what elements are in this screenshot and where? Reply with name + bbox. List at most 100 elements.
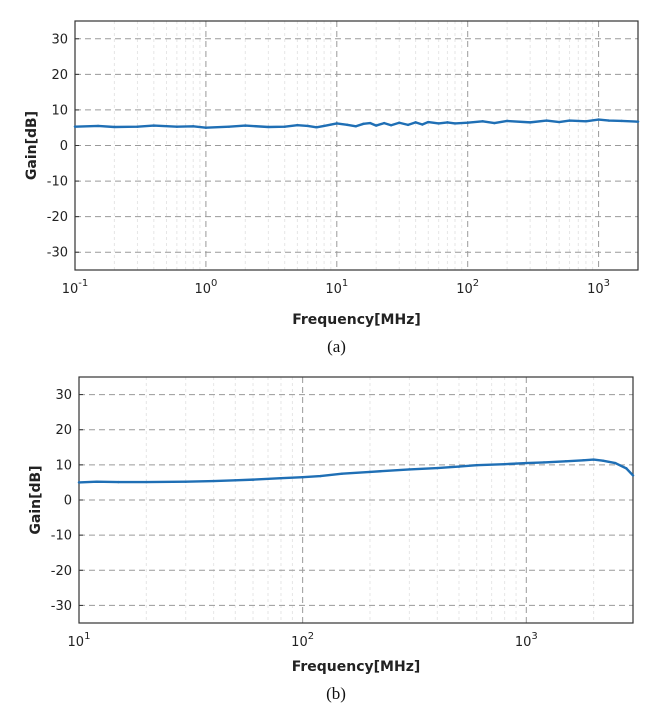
y-axis-label: Gain[dB] bbox=[24, 111, 40, 180]
y-tick-label: 20 bbox=[55, 423, 72, 438]
major-gridlines bbox=[78, 377, 633, 623]
data-point bbox=[283, 125, 286, 128]
y-tick-label: -20 bbox=[47, 210, 68, 225]
data-point bbox=[446, 121, 449, 124]
data-point bbox=[636, 120, 640, 123]
x-tick-exponent: 0 bbox=[211, 278, 217, 289]
y-tick-label: -10 bbox=[51, 529, 72, 544]
y-tick-label: -20 bbox=[51, 564, 72, 579]
data-point bbox=[406, 123, 410, 127]
y-tick-label: -10 bbox=[47, 175, 68, 190]
x-tick-base: 10 bbox=[291, 635, 308, 650]
x-axis-label: Frequency[MHz] bbox=[292, 659, 421, 675]
data-point bbox=[614, 461, 617, 465]
x-tick-label: 101 bbox=[325, 278, 348, 297]
data-point bbox=[244, 124, 247, 127]
gain-series-line bbox=[77, 458, 635, 484]
chart-panel-a: 10-1 100 101 102 103-30-20-100102030Frequenc… bbox=[24, 20, 640, 356]
y-tick-label: 0 bbox=[60, 139, 68, 154]
x-tick-exponent: 2 bbox=[473, 278, 479, 289]
data-point bbox=[582, 459, 585, 462]
data-point bbox=[481, 120, 484, 123]
data-point bbox=[457, 465, 461, 468]
plot-frame bbox=[78, 376, 634, 624]
data-point bbox=[568, 119, 571, 122]
x-tick-exponent: 2 bbox=[308, 631, 314, 642]
data-point bbox=[466, 121, 469, 124]
y-tick-label: -30 bbox=[47, 246, 68, 261]
x-tick-exponent: -1 bbox=[78, 278, 88, 289]
panel-caption: (b) bbox=[326, 684, 346, 703]
data-point bbox=[592, 458, 595, 461]
data-point bbox=[335, 122, 338, 125]
data-point bbox=[354, 125, 358, 128]
data-point bbox=[475, 464, 478, 467]
data-point bbox=[375, 124, 378, 127]
data-point bbox=[117, 480, 120, 484]
data-point bbox=[398, 121, 401, 124]
data-point bbox=[631, 474, 635, 477]
data-point bbox=[251, 478, 255, 481]
data-point bbox=[453, 122, 457, 125]
data-point bbox=[296, 124, 299, 127]
y-tick-label: 30 bbox=[51, 32, 68, 47]
y-axis-label: Gain[dB] bbox=[28, 465, 44, 534]
data-point bbox=[204, 126, 208, 129]
data-point bbox=[279, 477, 283, 480]
x-tick-label: 103 bbox=[515, 631, 538, 650]
data-point bbox=[528, 121, 532, 124]
x-tick-base: 10 bbox=[456, 282, 473, 297]
x-tick-exponent: 3 bbox=[531, 631, 537, 642]
data-point bbox=[306, 124, 309, 128]
data-point bbox=[545, 119, 548, 122]
data-point bbox=[557, 120, 561, 124]
data-point bbox=[96, 124, 100, 128]
data-point bbox=[362, 122, 365, 126]
data-point bbox=[184, 480, 187, 483]
x-tick-exponent: 3 bbox=[604, 278, 610, 289]
data-point bbox=[601, 459, 605, 462]
y-tick-label: -30 bbox=[51, 599, 72, 614]
x-tick-base: 10 bbox=[515, 635, 532, 650]
data-point bbox=[421, 123, 424, 126]
x-tick-base: 10 bbox=[325, 282, 342, 297]
x-tick-base: 10 bbox=[68, 635, 85, 650]
data-point bbox=[389, 124, 393, 127]
x-tick-label: 101 bbox=[68, 631, 91, 650]
data-point bbox=[192, 125, 195, 128]
x-axis-label: Frequency[MHz] bbox=[292, 312, 421, 328]
x-tick-exponent: 1 bbox=[84, 631, 90, 642]
data-point bbox=[525, 461, 528, 465]
data-point bbox=[368, 470, 372, 474]
plot-frame bbox=[74, 20, 639, 271]
data-point bbox=[493, 121, 496, 125]
data-point bbox=[73, 125, 77, 128]
data-point bbox=[227, 125, 231, 128]
data-point bbox=[597, 118, 600, 121]
y-tick-label: 30 bbox=[55, 388, 72, 403]
major-gridlines bbox=[74, 21, 638, 270]
data-point bbox=[136, 125, 139, 128]
data-point bbox=[620, 119, 623, 123]
data-point bbox=[234, 479, 237, 482]
data-point bbox=[584, 120, 588, 123]
data-point bbox=[95, 480, 98, 483]
x-tick-label: 100 bbox=[194, 278, 217, 297]
data-point bbox=[437, 122, 440, 125]
data-point bbox=[315, 126, 318, 129]
data-point bbox=[301, 475, 304, 479]
x-tick-label: 102 bbox=[456, 278, 479, 297]
data-point bbox=[267, 125, 270, 129]
data-point bbox=[322, 124, 326, 128]
x-tick-base: 10 bbox=[587, 282, 604, 297]
data-point bbox=[625, 467, 628, 470]
data-point bbox=[113, 125, 116, 129]
data-point bbox=[175, 125, 179, 128]
data-point bbox=[145, 480, 148, 484]
data-point bbox=[369, 121, 372, 125]
x-tick-label: 10-1 bbox=[62, 278, 89, 297]
x-tick-label: 103 bbox=[587, 278, 610, 297]
gain-series-points bbox=[77, 458, 635, 484]
gain-series-points bbox=[73, 118, 640, 129]
